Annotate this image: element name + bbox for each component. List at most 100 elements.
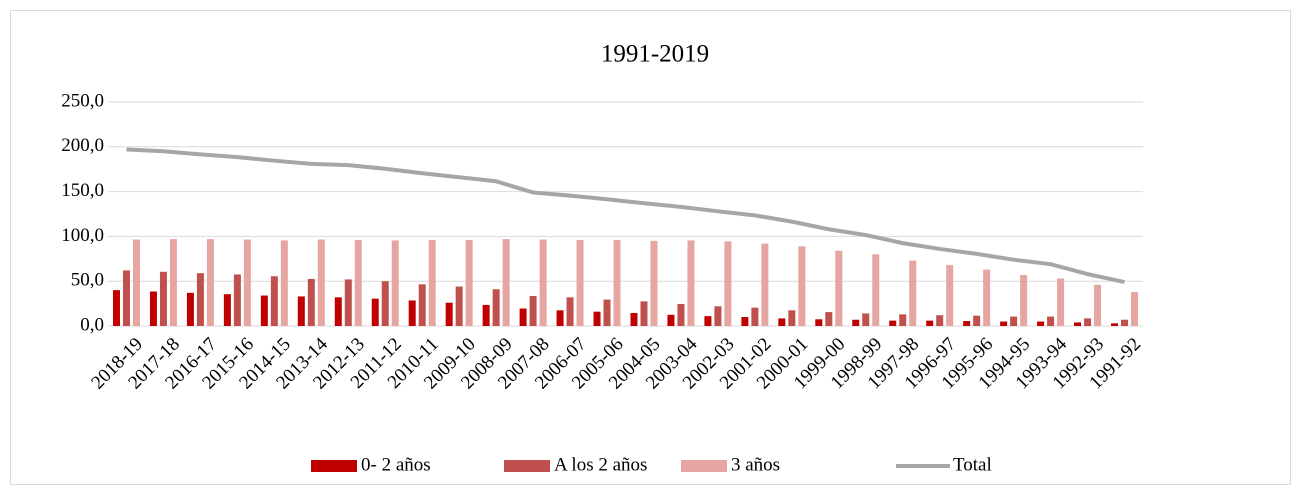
legend-swatch [504, 460, 550, 472]
bar [724, 241, 732, 326]
bar [132, 239, 140, 326]
chart-title: 1991-2019 [601, 41, 709, 68]
bar [603, 299, 611, 326]
y-tick-label: 50,0 [71, 270, 104, 291]
bar [1074, 322, 1082, 326]
bar [936, 315, 944, 326]
bar [973, 315, 981, 326]
bar [418, 284, 426, 326]
bar [778, 318, 786, 326]
bar [529, 295, 537, 326]
bar [186, 292, 194, 326]
bar [593, 311, 601, 326]
bar [223, 294, 231, 326]
legend-label: 3 años [731, 454, 780, 475]
bar [761, 243, 769, 326]
bar [354, 239, 362, 326]
bar [455, 286, 463, 326]
bar [381, 281, 389, 326]
bar [159, 271, 167, 326]
bar [963, 321, 971, 326]
bar [206, 239, 214, 326]
bar [640, 301, 648, 326]
bar [1000, 321, 1008, 326]
bar [408, 300, 416, 326]
bar [169, 239, 177, 326]
legend-label: A los 2 años [554, 454, 647, 475]
bar [788, 310, 796, 326]
legend-label: 0- 2 años [361, 454, 431, 475]
bar [307, 278, 315, 326]
bar [741, 317, 749, 326]
bar [1131, 291, 1139, 326]
bar [1111, 323, 1119, 326]
bar [344, 279, 352, 326]
bar [317, 239, 325, 326]
bar [297, 296, 305, 326]
bar [899, 314, 907, 326]
bar [1020, 274, 1028, 326]
bar [233, 274, 241, 326]
bar [576, 239, 584, 326]
bar [122, 270, 130, 326]
bar [280, 240, 288, 326]
bar [556, 310, 564, 326]
bar [1084, 318, 1092, 326]
bar [909, 260, 917, 326]
bar [1047, 316, 1055, 326]
bar [946, 265, 954, 326]
bar [519, 308, 527, 326]
bar [112, 290, 120, 326]
legend-swatch [311, 460, 357, 472]
bar [862, 313, 870, 326]
bar [926, 320, 934, 326]
bar [196, 273, 204, 326]
bar [825, 312, 833, 326]
bar [835, 250, 843, 326]
bar [650, 240, 658, 326]
bar [492, 289, 500, 326]
bar [465, 239, 473, 326]
bar [889, 320, 897, 326]
bar [243, 239, 251, 326]
bar [1121, 319, 1129, 326]
y-tick-label: 150,0 [61, 180, 104, 201]
bar [445, 302, 453, 326]
bar [1057, 278, 1065, 326]
bar [667, 314, 675, 326]
line-series [126, 147, 1125, 285]
y-tick-label: 100,0 [61, 225, 104, 246]
bar [687, 240, 695, 326]
bar [270, 276, 278, 326]
y-tick-label: 200,0 [61, 135, 104, 156]
bar [482, 304, 490, 326]
bar [1094, 284, 1102, 326]
bar [502, 239, 510, 326]
y-tick-label: 250,0 [61, 90, 104, 111]
bar [852, 319, 860, 326]
bar [613, 239, 621, 326]
bar [391, 240, 399, 326]
bar [1010, 316, 1018, 326]
bar [677, 304, 685, 326]
bar [815, 319, 823, 326]
bar [872, 254, 880, 326]
bar [149, 291, 157, 326]
bar [714, 306, 722, 326]
bar [371, 298, 379, 326]
legend-swatch [681, 460, 727, 472]
bar [798, 246, 806, 326]
bar [751, 307, 759, 326]
y-tick-label: 0,0 [80, 314, 104, 335]
bar [539, 239, 547, 326]
bar [334, 297, 342, 326]
bar [1037, 321, 1045, 326]
legend-label: Total [953, 454, 992, 475]
bar [704, 316, 712, 326]
bar [630, 313, 638, 326]
bar [428, 239, 436, 326]
bar [983, 269, 991, 326]
bar [566, 297, 574, 326]
bar [260, 295, 268, 326]
